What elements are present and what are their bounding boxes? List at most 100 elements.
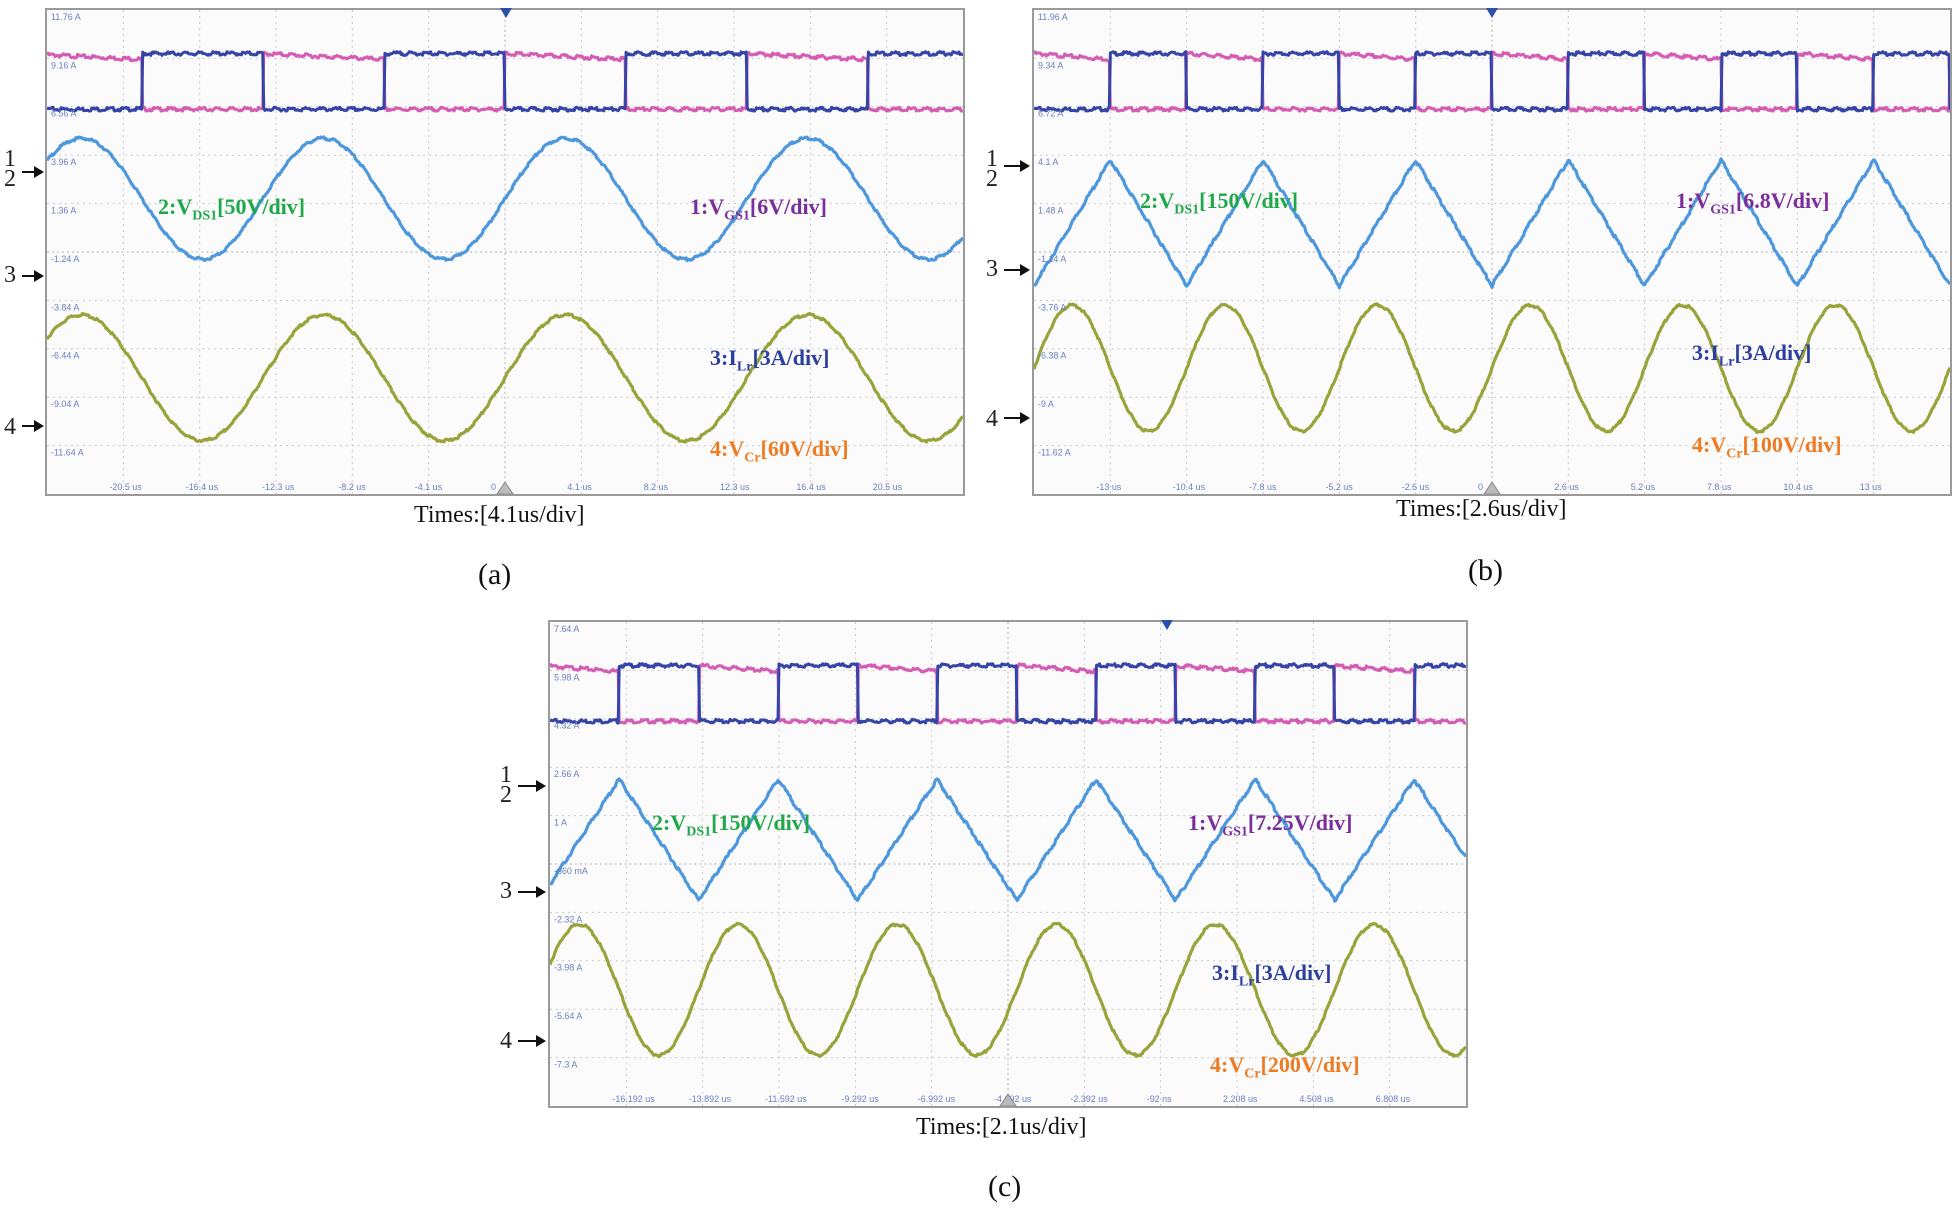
x-tick-label: 5.2 us bbox=[1631, 482, 1656, 492]
trace-3 bbox=[47, 135, 963, 263]
x-tick-label: -5.2 us bbox=[1325, 482, 1353, 492]
label-ch1: 1:VGS1[6.8V/div] bbox=[1676, 188, 1830, 218]
y-tick-label: 4.32 A bbox=[554, 721, 579, 731]
channel-arrow-icon bbox=[518, 780, 546, 792]
channel-number-4: 4 bbox=[500, 1028, 512, 1054]
channel-arrow-icon bbox=[1004, 264, 1030, 276]
label-ch2: 2:VDS1[50V/div] bbox=[158, 194, 306, 224]
channel-arrow-icon bbox=[518, 1035, 546, 1047]
trace-3 bbox=[550, 777, 1466, 903]
caption-b: (b) bbox=[1468, 554, 1503, 587]
label-ch3: 3:ILr[3A/div] bbox=[710, 345, 830, 375]
trace-4 bbox=[1034, 302, 1950, 434]
y-tick-label: 11.96 A bbox=[1038, 12, 1068, 22]
label-ch4: 4:VCr[60V/div] bbox=[710, 436, 849, 466]
trigger-marker-icon bbox=[1486, 8, 1498, 18]
trace-4 bbox=[47, 311, 963, 444]
y-tick-label: -2.32 A bbox=[554, 914, 582, 924]
x-tick-label: -9.292 us bbox=[841, 1094, 879, 1104]
x-tick-label: 0 bbox=[491, 482, 496, 492]
channel-arrow-icon bbox=[1004, 160, 1030, 172]
x-tick-label: -4.692 us bbox=[994, 1094, 1032, 1104]
trace-4 bbox=[550, 921, 1466, 1059]
x-tick-label: -12.3 us bbox=[262, 482, 295, 492]
y-tick-label: 1.36 A bbox=[51, 206, 76, 216]
channel-number-2: 2 bbox=[986, 166, 998, 192]
x-tick-label: -7.8 us bbox=[1249, 482, 1277, 492]
channel-arrow-icon bbox=[22, 166, 44, 178]
x-tick-label: 4.508 us bbox=[1299, 1094, 1334, 1104]
y-tick-label: -11.62 A bbox=[1038, 448, 1071, 458]
y-tick-label: -6.44 A bbox=[51, 351, 79, 361]
caption-a: (a) bbox=[478, 558, 512, 591]
x-tick-label: 12.3 us bbox=[720, 482, 750, 492]
channel-number-1: 1 bbox=[500, 762, 512, 788]
scope-traces-b: 11.96 A 9.34 A 6.72 A 4.1 A 1.48 A -1.14 A -3.… bbox=[1034, 10, 1950, 494]
y-tick-label: 11.76 A bbox=[51, 12, 81, 22]
scope-screen-b: 11.96 A 9.34 A 6.72 A 4.1 A 1.48 A -1.14 A -3.… bbox=[1032, 8, 1952, 496]
x-tick-label: -2.6 us bbox=[1402, 482, 1430, 492]
scope-traces-c: 7.64 A 5.98 A 4.32 A 2.66 A 1 A -660 mA -2.32 … bbox=[550, 622, 1466, 1106]
trigger-position-icon bbox=[1483, 481, 1501, 494]
timebase-label: Times:[2.1us/div] bbox=[916, 1114, 1087, 1140]
trace-2 bbox=[550, 662, 1466, 725]
y-tick-label: 6.56 A bbox=[51, 109, 76, 119]
x-tick-label: -16.192 us bbox=[612, 1094, 655, 1104]
channel-arrow-icon bbox=[518, 886, 546, 898]
y-tick-label: 3.96 A bbox=[51, 157, 76, 167]
y-tick-label: -6.38 A bbox=[1038, 351, 1066, 361]
y-tick-label: -7.3 A bbox=[554, 1060, 577, 1070]
x-tick-label: -2.392 us bbox=[1070, 1094, 1108, 1104]
scope-traces-a: 11.76 A 9.16 A 6.56 A 3.96 A 1.36 A -1.24 A -3… bbox=[47, 10, 963, 494]
x-tick-label: -92 ns bbox=[1147, 1094, 1172, 1104]
trace-3 bbox=[1034, 157, 1950, 290]
x-tick-label: -10.4 us bbox=[1173, 482, 1206, 492]
x-tick-label: 0 bbox=[1478, 482, 1483, 492]
scope-screen-a: 11.76 A 9.16 A 6.56 A 3.96 A 1.36 A -1.24 A -3… bbox=[45, 8, 965, 496]
label-ch2: 2:VDS1[150V/div] bbox=[652, 810, 811, 840]
trigger-position-icon bbox=[999, 1093, 1017, 1106]
channel-number-3: 3 bbox=[500, 878, 512, 904]
trace-2 bbox=[47, 50, 963, 113]
x-tick-label: -20.5 us bbox=[109, 482, 142, 492]
label-ch3: 3:ILr[3A/div] bbox=[1212, 960, 1332, 990]
y-tick-label: 4.1 A bbox=[1038, 157, 1058, 167]
y-tick-label: 1 A bbox=[554, 818, 567, 828]
x-tick-label: 8.2 us bbox=[644, 482, 669, 492]
channel-number-2: 2 bbox=[4, 166, 16, 192]
x-tick-label: -4.1 us bbox=[415, 482, 443, 492]
x-tick-label: 6.808 us bbox=[1376, 1094, 1411, 1104]
y-tick-label: 9.34 A bbox=[1038, 60, 1063, 70]
label-ch4: 4:VCr[200V/div] bbox=[1210, 1052, 1360, 1082]
x-tick-label: -13 us bbox=[1096, 482, 1121, 492]
y-tick-label: -3.76 A bbox=[1038, 302, 1066, 312]
channel-number-2: 2 bbox=[500, 782, 512, 808]
trigger-marker-icon bbox=[500, 8, 512, 18]
caption-c: (c) bbox=[988, 1170, 1022, 1203]
y-tick-label: 6.72 A bbox=[1038, 109, 1063, 119]
y-tick-label: 5.98 A bbox=[554, 672, 579, 682]
label-ch1: 1:VGS1[6V/div] bbox=[690, 194, 827, 224]
x-tick-label: -13.892 us bbox=[689, 1094, 732, 1104]
y-tick-label: -5.64 A bbox=[554, 1011, 582, 1021]
y-tick-label: 2.66 A bbox=[554, 769, 579, 779]
x-tick-label: 7.8 us bbox=[1707, 482, 1732, 492]
channel-arrow-icon bbox=[1004, 412, 1030, 424]
y-tick-label: 1.48 A bbox=[1038, 206, 1063, 216]
y-tick-label: -9.04 A bbox=[51, 399, 79, 409]
channel-number-1: 1 bbox=[986, 146, 998, 172]
channel-number-4: 4 bbox=[986, 406, 998, 432]
x-tick-label: 10.4 us bbox=[1783, 482, 1813, 492]
channel-number-1: 1 bbox=[4, 146, 16, 172]
x-tick-label: 13 us bbox=[1860, 482, 1882, 492]
label-ch2: 2:VDS1[150V/div] bbox=[1140, 188, 1299, 218]
y-tick-label: -1.24 A bbox=[51, 254, 79, 264]
x-tick-label: 2.208 us bbox=[1223, 1094, 1258, 1104]
scope-screen-c: 7.64 A 5.98 A 4.32 A 2.66 A 1 A -660 mA -2.32 … bbox=[548, 620, 1468, 1108]
y-tick-label: -660 mA bbox=[554, 866, 588, 876]
y-tick-label: -3.98 A bbox=[554, 963, 582, 973]
trace-1 bbox=[550, 662, 1466, 725]
trigger-position-icon bbox=[496, 481, 514, 494]
channel-arrow-icon bbox=[22, 420, 44, 432]
x-tick-label: -8.2 us bbox=[338, 482, 366, 492]
